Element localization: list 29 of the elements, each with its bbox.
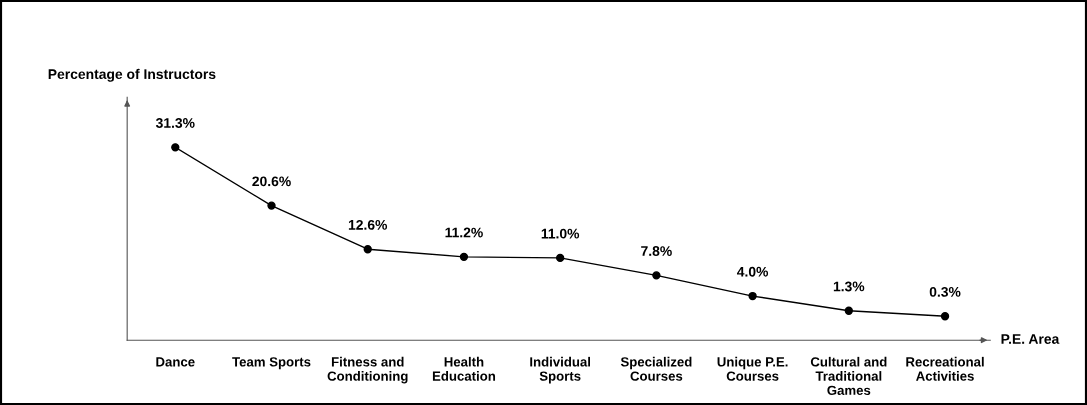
data-label: 0.3% <box>929 286 961 297</box>
data-label: 4.0% <box>736 266 769 277</box>
x-tick-label: Specialized Courses <box>620 356 692 381</box>
x-tick-label: Recreational Activities <box>906 356 984 381</box>
y-axis-title: Percentage of Instructors <box>48 68 216 82</box>
point <box>363 245 372 254</box>
data-label: 7.8% <box>641 246 672 256</box>
x-tick-label: Individual Sports <box>530 356 591 384</box>
x-tick-label: Health Education <box>432 356 496 381</box>
data-label: 11.2% <box>445 227 483 238</box>
point <box>171 143 180 152</box>
point <box>459 252 469 262</box>
point <box>267 201 276 210</box>
x-tick-label: Dance <box>156 357 195 367</box>
x-axis-title: P.E. Area <box>1001 334 1060 344</box>
point <box>555 253 565 263</box>
x-tick-label: Unique P.E. Courses <box>717 356 788 381</box>
data-label: 20.6% <box>252 176 291 187</box>
x-tick-label: Cultural and Traditional Games <box>810 356 887 395</box>
data-label: 11.0% <box>541 228 580 239</box>
data-label: 1.3% <box>833 281 865 292</box>
data-label: 12.6% <box>348 219 388 230</box>
x-tick-label: Fitness and Conditioning <box>327 356 408 384</box>
point <box>844 306 853 315</box>
x-tick-label: Team Sports <box>232 357 311 370</box>
point <box>940 312 950 321</box>
point <box>748 291 757 301</box>
point <box>652 271 661 280</box>
data-label: 31.3% <box>155 118 195 128</box>
